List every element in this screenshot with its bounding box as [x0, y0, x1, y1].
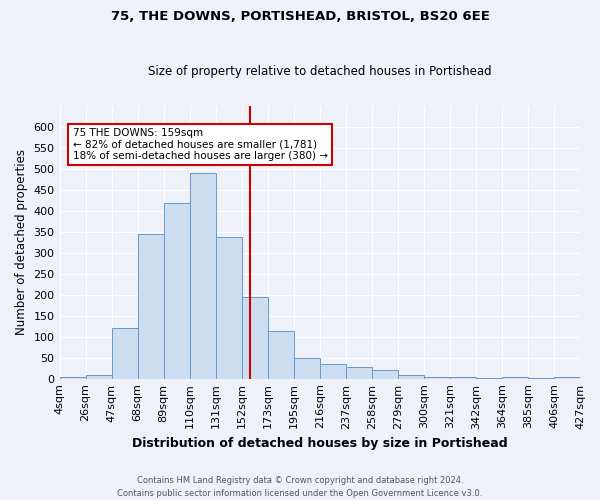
Text: 75, THE DOWNS, PORTISHEAD, BRISTOL, BS20 6EE: 75, THE DOWNS, PORTISHEAD, BRISTOL, BS20… — [110, 10, 490, 23]
Bar — [294, 358, 320, 378]
Bar — [112, 328, 137, 378]
Bar — [398, 375, 424, 378]
Bar — [86, 376, 112, 378]
Bar — [242, 297, 268, 378]
Bar — [320, 364, 346, 378]
Y-axis label: Number of detached properties: Number of detached properties — [15, 150, 28, 336]
Bar — [215, 238, 242, 378]
Bar — [346, 368, 372, 378]
Text: 75 THE DOWNS: 159sqm
← 82% of detached houses are smaller (1,781)
18% of semi-de: 75 THE DOWNS: 159sqm ← 82% of detached h… — [73, 128, 328, 161]
Text: Contains HM Land Registry data © Crown copyright and database right 2024.
Contai: Contains HM Land Registry data © Crown c… — [118, 476, 482, 498]
Bar — [190, 173, 215, 378]
Bar — [424, 376, 450, 378]
Bar — [137, 234, 164, 378]
Bar — [268, 332, 294, 378]
Bar — [59, 376, 86, 378]
Bar — [502, 376, 528, 378]
X-axis label: Distribution of detached houses by size in Portishead: Distribution of detached houses by size … — [132, 437, 508, 450]
Title: Size of property relative to detached houses in Portishead: Size of property relative to detached ho… — [148, 66, 491, 78]
Bar — [372, 370, 398, 378]
Bar — [164, 202, 190, 378]
